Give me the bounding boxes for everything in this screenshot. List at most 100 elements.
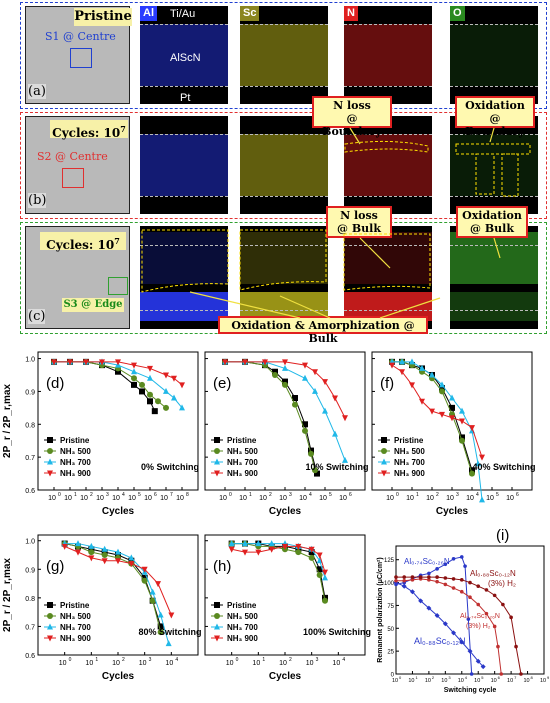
state-label-b: Cycles: 107 <box>50 120 128 140</box>
y-tick-label: 0.7 <box>25 455 35 462</box>
y-tick-label: 1.0 <box>25 357 35 364</box>
state-label-c-text: Cycles: 10 <box>46 238 115 252</box>
map-layer-line <box>450 244 538 246</box>
x-tick-exp: 2 <box>436 492 439 498</box>
x-tick-label: 10 <box>319 495 327 502</box>
data-point <box>429 408 435 415</box>
data-point <box>314 470 320 477</box>
legend-marker <box>47 602 53 608</box>
data-point <box>463 564 467 568</box>
data-point <box>442 621 448 627</box>
charts-area: 0.60.70.80.91.010 0 10 1 10 2 10 3 10 4 10 5 10 6 10 7 1… <box>2 351 550 694</box>
data-point <box>272 372 278 378</box>
legend-marker <box>214 613 220 619</box>
x-tick-exp: 3 <box>456 492 459 498</box>
data-point <box>443 576 448 580</box>
data-point <box>295 543 302 550</box>
x-tick-label: 10 <box>441 678 447 684</box>
map-signal-upper <box>344 232 432 284</box>
data-point <box>268 546 275 553</box>
spot-box-c <box>108 277 128 295</box>
data-point <box>268 540 275 547</box>
data-point <box>342 415 348 422</box>
x-axis-label: Switching cycle <box>444 687 497 694</box>
x-tick-label: 10 <box>279 495 287 502</box>
data-point <box>451 586 456 590</box>
data-point <box>255 549 262 556</box>
data-point <box>519 672 523 676</box>
data-point <box>101 545 108 552</box>
map-al-c <box>140 226 228 329</box>
data-point <box>443 582 448 587</box>
x-tick-label: 10 <box>252 660 260 667</box>
data-point <box>322 407 328 414</box>
data-point <box>282 359 288 366</box>
x-tick-exp: 0 <box>229 492 232 498</box>
y-tick-label: 0.9 <box>25 567 35 574</box>
legend-label: NH₃ 900 <box>60 469 91 478</box>
y-tick-label: 100 <box>384 581 395 587</box>
series-line-2 <box>225 361 346 461</box>
x-tick-label: 10 <box>139 660 147 667</box>
data-point <box>147 365 153 372</box>
map-n-c <box>344 226 432 329</box>
legend-marker <box>47 635 53 642</box>
data-point <box>475 658 481 664</box>
x-tick-exp: 5 <box>481 675 484 680</box>
legend-marker <box>47 623 53 630</box>
x-tick-label: 10 <box>332 660 340 667</box>
panel-letter: (e) <box>213 375 231 392</box>
map-layer-line <box>140 244 228 246</box>
data-point <box>308 554 315 561</box>
data-point <box>435 567 439 571</box>
eds-panel-b <box>20 112 547 219</box>
y-tick-label: 0.6 <box>25 653 35 660</box>
data-point <box>459 589 464 594</box>
y-tick-label: 0.9 <box>25 389 35 396</box>
data-point <box>292 401 298 408</box>
legend-marker <box>214 448 220 454</box>
data-point <box>163 404 169 411</box>
data-point <box>131 368 137 375</box>
data-point <box>439 381 445 388</box>
map-signal <box>450 23 538 87</box>
map-layer-line <box>450 196 538 198</box>
x-tick-label: 10 <box>64 495 72 502</box>
data-point <box>389 362 395 369</box>
panel-letter: (i) <box>496 527 509 544</box>
y-tick-label: 0.7 <box>25 624 35 631</box>
series-line-2 <box>64 543 170 644</box>
x-tick-exp: 5 <box>329 492 332 498</box>
x-tick-label: 10 <box>458 678 464 684</box>
x-tick-label: 10 <box>491 678 497 684</box>
data-point <box>272 368 278 375</box>
x-tick-exp: 1 <box>262 657 265 663</box>
legend-label: NH₃ 900 <box>394 469 425 478</box>
legend-label: NH₃ 700 <box>227 458 258 467</box>
legend-label: NH₃ 900 <box>60 634 91 643</box>
data-point <box>499 672 504 676</box>
series-label: Al₀.₈₈Sc₀.₁₂N <box>414 636 465 646</box>
spot-box-b <box>62 168 84 188</box>
data-point <box>479 454 485 461</box>
legend-marker <box>214 458 220 465</box>
data-point <box>308 546 315 553</box>
x-tick-label: 10 <box>165 660 173 667</box>
data-point <box>228 546 235 553</box>
x-axis-label: Cycles <box>102 506 135 517</box>
data-point <box>451 577 456 581</box>
data-point <box>409 589 415 595</box>
panel-letter-c: (c) <box>28 309 46 324</box>
data-point <box>322 574 328 581</box>
legend-label: NH₃ 900 <box>227 634 258 643</box>
layer-label-middle: AlScN <box>170 52 201 64</box>
map-signal <box>140 23 228 87</box>
x-tick-label: 10 <box>523 678 529 684</box>
anno-nloss-bulk: N loss @ Bulk <box>326 206 392 238</box>
x-tick-exp: 9 <box>547 675 550 680</box>
y-axis-label: Remanent polarization (μC/cm²) <box>377 557 384 662</box>
x-tick-label: 10 <box>406 495 414 502</box>
data-point <box>435 575 439 579</box>
map-layer-line <box>450 310 538 312</box>
map-signal <box>140 291 228 321</box>
